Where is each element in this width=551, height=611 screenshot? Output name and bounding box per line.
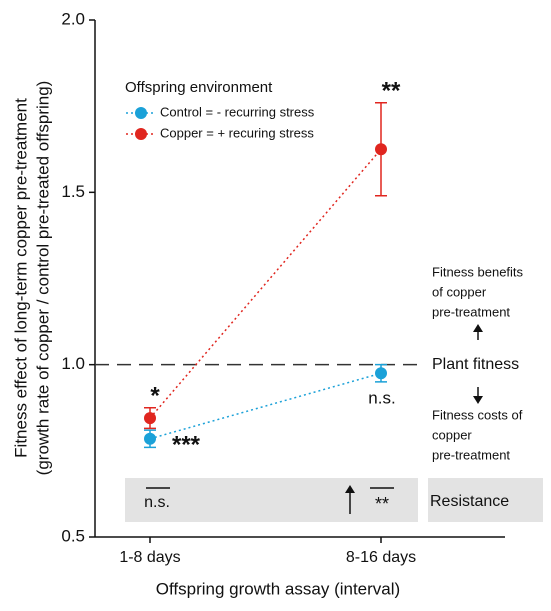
y-tick-label: 0.5 xyxy=(61,526,85,545)
significance-label: n.s. xyxy=(368,388,395,407)
y-tick-label: 2.0 xyxy=(61,9,85,28)
resistance-box xyxy=(428,478,543,522)
annotation: Fitness benefits xyxy=(432,264,524,279)
x-tick-label: 1-8 days xyxy=(119,549,180,566)
legend-title: Offspring environment xyxy=(125,79,273,96)
arrow-head xyxy=(345,485,355,493)
reference-label: Plant fitness xyxy=(432,356,519,373)
marker xyxy=(375,367,387,380)
y-axis-title: (growth rate of copper / control pre-tre… xyxy=(33,81,52,476)
series-line xyxy=(149,148,382,419)
test-label: ** xyxy=(375,494,389,514)
arrow-head xyxy=(473,396,483,404)
significance-label: ** xyxy=(382,77,401,104)
y-tick-label: 1.5 xyxy=(61,182,85,201)
legend-label: Control = - recurring stress xyxy=(160,104,315,119)
series-line xyxy=(149,372,382,440)
x-axis-title: Offspring growth assay (interval) xyxy=(156,579,400,598)
significance-label: *** xyxy=(172,431,201,458)
legend-marker xyxy=(135,128,147,140)
significance-label: * xyxy=(150,382,160,409)
x-tick-label: 8-16 days xyxy=(346,549,416,566)
annotation: Fitness costs of xyxy=(432,407,523,422)
resistance-band xyxy=(125,478,418,522)
annotation: pre-treatment xyxy=(432,304,510,319)
legend-marker xyxy=(135,107,147,119)
legend-label: Copper = + recuring stress xyxy=(160,125,314,140)
marker xyxy=(144,412,156,425)
y-axis-title: Fitness effect of long-term copper pre-t… xyxy=(11,98,30,458)
test-label: n.s. xyxy=(144,494,170,511)
marker xyxy=(375,143,387,156)
y-tick-label: 1.0 xyxy=(61,354,85,373)
resistance-label: Resistance xyxy=(430,493,509,510)
annotation: of copper xyxy=(432,284,487,299)
arrow-head xyxy=(473,324,483,332)
annotation: copper xyxy=(432,427,472,442)
annotation: pre-treatment xyxy=(432,447,510,462)
marker xyxy=(144,432,156,445)
